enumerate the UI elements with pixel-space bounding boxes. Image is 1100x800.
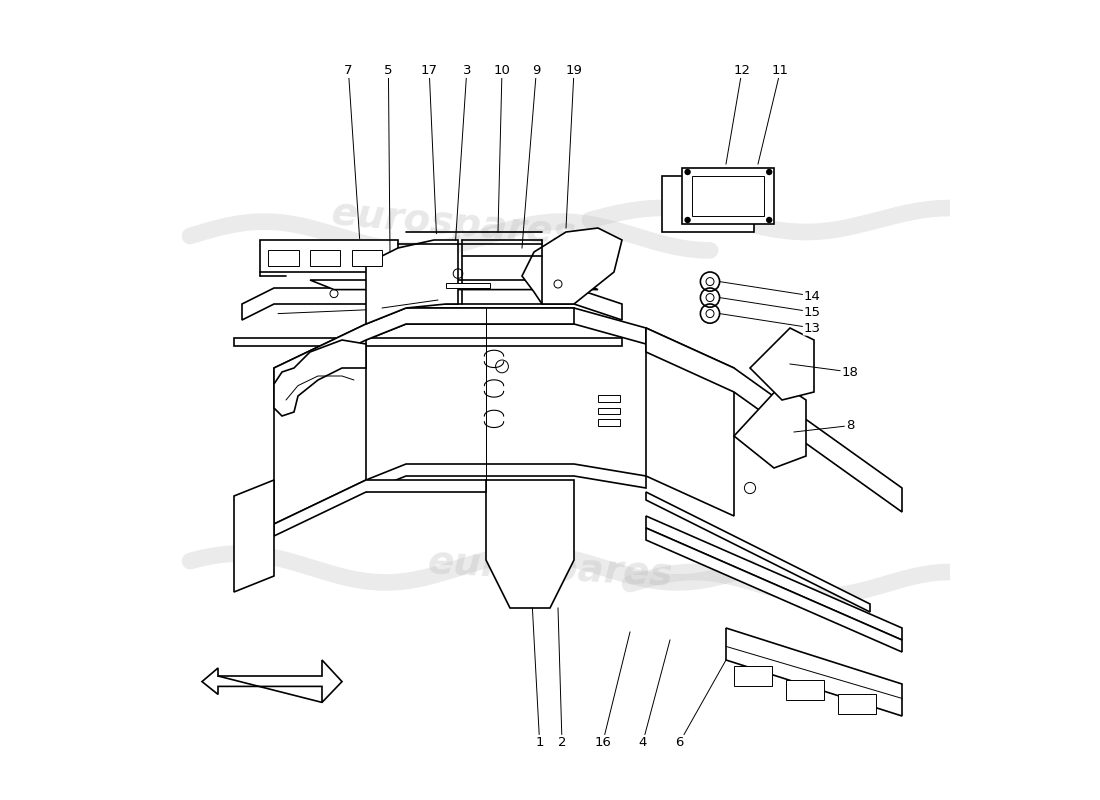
Circle shape bbox=[766, 217, 772, 223]
Bar bbox=[734, 666, 772, 686]
Text: 16: 16 bbox=[594, 736, 612, 749]
Polygon shape bbox=[202, 660, 342, 702]
Text: 3: 3 bbox=[462, 64, 471, 77]
Polygon shape bbox=[310, 280, 598, 290]
Text: 13: 13 bbox=[804, 322, 821, 334]
Text: 7: 7 bbox=[344, 64, 353, 77]
Polygon shape bbox=[750, 328, 814, 400]
Polygon shape bbox=[366, 308, 646, 344]
Polygon shape bbox=[261, 240, 398, 272]
Text: 14: 14 bbox=[804, 290, 821, 302]
Text: 12: 12 bbox=[734, 64, 750, 77]
Polygon shape bbox=[242, 288, 622, 320]
Polygon shape bbox=[726, 628, 902, 716]
Circle shape bbox=[684, 169, 691, 175]
Polygon shape bbox=[486, 480, 574, 608]
Polygon shape bbox=[366, 240, 458, 324]
Bar bbox=[786, 680, 824, 700]
Polygon shape bbox=[274, 340, 366, 416]
Polygon shape bbox=[646, 528, 902, 652]
Bar bbox=[598, 395, 620, 402]
Polygon shape bbox=[274, 480, 486, 536]
Bar bbox=[446, 283, 490, 288]
Text: 6: 6 bbox=[675, 736, 684, 749]
Bar bbox=[598, 408, 620, 414]
Text: 5: 5 bbox=[384, 64, 393, 77]
Bar bbox=[598, 419, 620, 426]
Bar bbox=[310, 250, 340, 266]
Text: 15: 15 bbox=[804, 306, 821, 318]
Text: eurospares: eurospares bbox=[330, 194, 579, 254]
Text: 11: 11 bbox=[772, 64, 789, 77]
Polygon shape bbox=[522, 228, 622, 304]
Text: 2: 2 bbox=[558, 736, 566, 749]
Text: 18: 18 bbox=[842, 366, 858, 378]
Text: 8: 8 bbox=[846, 419, 855, 432]
Text: 1: 1 bbox=[536, 736, 543, 749]
Bar bbox=[352, 250, 382, 266]
Circle shape bbox=[766, 169, 772, 175]
Text: 17: 17 bbox=[420, 64, 438, 77]
Polygon shape bbox=[734, 384, 806, 468]
Bar bbox=[268, 250, 299, 266]
Polygon shape bbox=[646, 328, 902, 512]
Polygon shape bbox=[646, 516, 902, 640]
Text: 9: 9 bbox=[532, 64, 540, 77]
Polygon shape bbox=[366, 464, 646, 492]
Polygon shape bbox=[646, 492, 870, 612]
Text: eurospares: eurospares bbox=[427, 542, 673, 594]
Polygon shape bbox=[234, 480, 274, 592]
Text: 4: 4 bbox=[639, 736, 647, 749]
Text: 10: 10 bbox=[494, 64, 510, 77]
Circle shape bbox=[684, 217, 691, 223]
Polygon shape bbox=[662, 176, 754, 232]
Text: 19: 19 bbox=[565, 64, 582, 77]
Polygon shape bbox=[234, 338, 622, 346]
Polygon shape bbox=[274, 308, 574, 384]
Polygon shape bbox=[692, 176, 764, 216]
Bar bbox=[838, 694, 877, 714]
Polygon shape bbox=[646, 328, 734, 516]
Polygon shape bbox=[274, 324, 366, 524]
Polygon shape bbox=[682, 168, 774, 224]
